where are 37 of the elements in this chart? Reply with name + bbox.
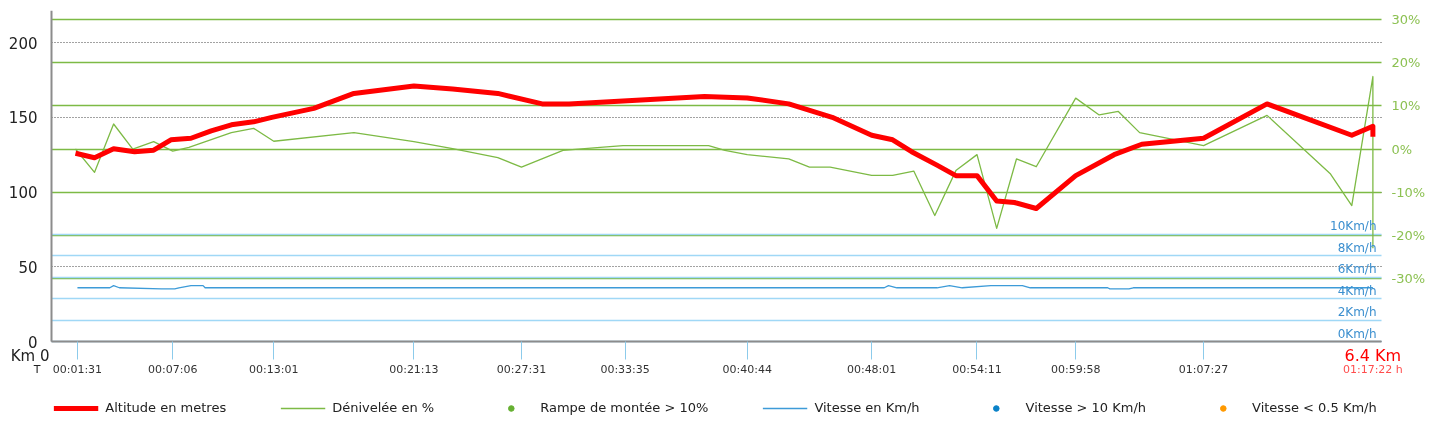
y2-tick-label: 0% [1391, 141, 1413, 157]
x-tick-label: 00:27:31 [496, 362, 547, 376]
x-tick-label: 00:01:31 [52, 362, 103, 376]
x-tick-label: 00:33:35 [600, 362, 650, 376]
legend-label: Dénivelée en % [332, 400, 435, 415]
y-tick-label: 0 [27, 333, 38, 352]
text: 01:17:22 h [1342, 363, 1403, 376]
x-tick-label: 00:13:01 [249, 362, 299, 376]
text: 6.4 Km [1344, 346, 1402, 365]
x-tick-label: 00:59:58 [1051, 362, 1101, 376]
x-tick-label: 01:07:27 [1178, 362, 1229, 376]
x-tick-label: 00:40:44 [722, 362, 772, 376]
y-tick-label: 100 [8, 184, 38, 203]
y2-tick-label: 30% [1391, 12, 1421, 28]
y-tick-label: 200 [8, 34, 38, 53]
legend-label: Vitesse < 0.5 Km/h [1252, 400, 1377, 415]
legend-label: Vitesse en Km/h [814, 400, 920, 415]
x-tick-label: 00:48:01 [846, 362, 897, 376]
y2-tick-label: -30% [1391, 270, 1426, 286]
y-tick-label: 50 [18, 258, 38, 277]
y2-tick-label: -20% [1391, 227, 1426, 243]
y2-tick-label: 10% [1391, 98, 1421, 114]
y2-tick-label: 20% [1391, 55, 1421, 71]
y3-tick-label: 4Km/h [1337, 283, 1377, 298]
legend-label: Vitesse > 10 Km/h [1025, 400, 1147, 415]
y3-tick-label: 6Km/h [1337, 262, 1377, 277]
legend-label: Rampe de montée > 10% [540, 400, 709, 415]
y3-tick-label: 0Km/h [1337, 326, 1377, 341]
x-tick-label: 00:21:13 [389, 362, 439, 376]
y2-tick-label: -10% [1391, 184, 1426, 200]
y3-tick-label: 8Km/h [1337, 240, 1377, 255]
y-tick-label: 150 [8, 109, 38, 128]
x-tick-label: 00:54:11 [952, 362, 1002, 376]
legend-label: Altitude en metres [105, 400, 227, 415]
x-tick-label: 00:07:06 [148, 362, 198, 376]
text: T [32, 363, 41, 376]
y3-tick-label: 2Km/h [1337, 305, 1377, 320]
